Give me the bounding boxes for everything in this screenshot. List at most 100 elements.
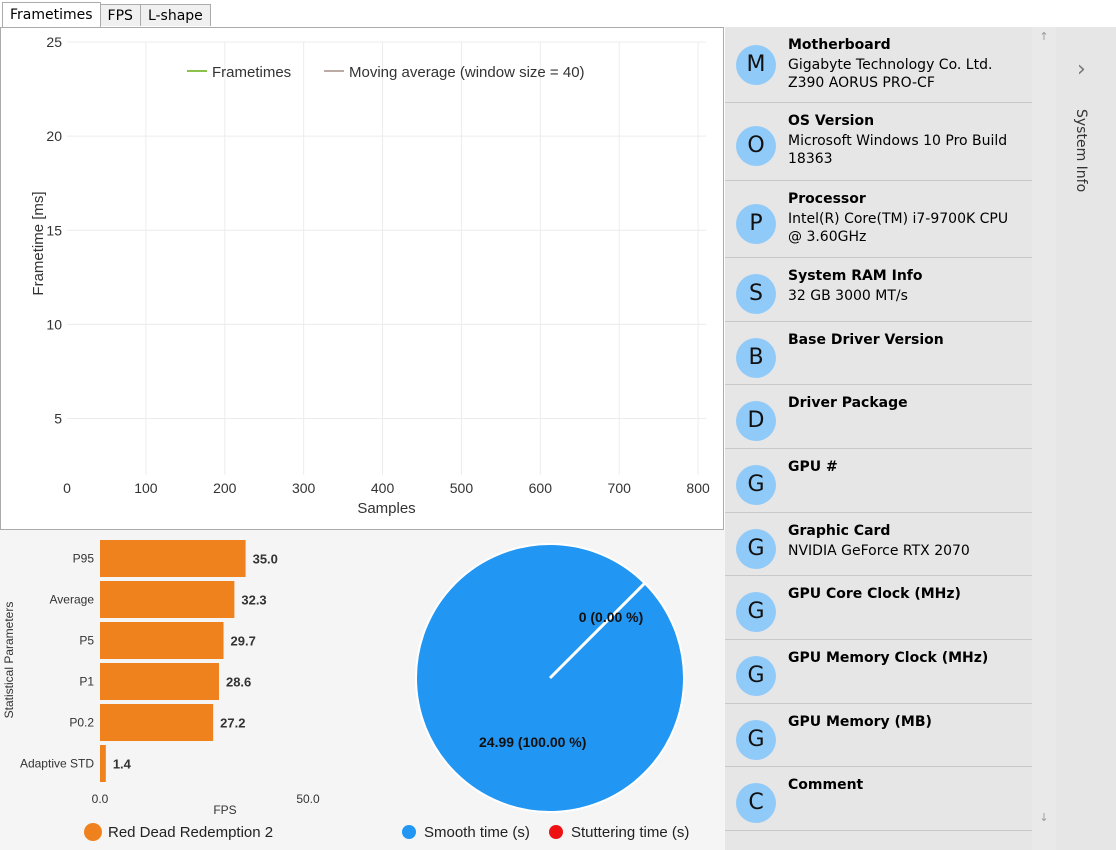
tab-frametimes[interactable]: Frametimes xyxy=(2,2,101,27)
system-info-value: Microsoft Windows 10 Pro Build 18363 xyxy=(788,133,1008,167)
system-info-title: Comment xyxy=(788,777,864,793)
x-tick-label: 200 xyxy=(213,480,237,496)
legend-entry: Stuttering time (s) xyxy=(571,824,689,841)
system-info-title: GPU # xyxy=(788,459,838,475)
x-tick-label: 600 xyxy=(529,480,553,496)
stat-bar xyxy=(100,704,214,741)
x-tick-label: 500 xyxy=(450,480,474,496)
scroll-down-arrow-icon[interactable]: ↓ xyxy=(1039,811,1049,824)
x-tick-label: 0 xyxy=(63,480,71,496)
legend-swatch xyxy=(402,825,416,839)
stat-bar xyxy=(100,745,106,782)
system-info-item[interactable]: G GPU Core Clock (MHz) xyxy=(725,576,1032,640)
frametime-chart[interactable]: 0 100 200 300 400 500 600 700 800 5 10 15 20 25 Sample… xyxy=(1,28,723,529)
bar-value-label: 28.6 xyxy=(226,675,251,690)
system-info-item[interactable]: G Graphic Card NVIDIA GeForce RTX 2070 xyxy=(725,513,1032,576)
avatar: B xyxy=(736,338,776,378)
legend-entry: Red Dead Redemption 2 xyxy=(108,824,273,841)
system-info-title: Driver Package xyxy=(788,395,908,411)
scroll-up-arrow-icon[interactable]: ↑ xyxy=(1039,30,1049,43)
bar-value-label: 27.2 xyxy=(220,716,245,731)
system-info-item[interactable]: S System RAM Info 32 GB 3000 MT/s xyxy=(725,258,1032,322)
system-info-value: NVIDIA GeForce RTX 2070 xyxy=(788,543,970,559)
y-axis-label: Statistical Parameters xyxy=(2,602,16,719)
system-info-title: Graphic Card xyxy=(788,523,891,539)
chevron-right-icon[interactable]: › xyxy=(1077,57,1086,82)
system-info-title: Processor xyxy=(788,191,866,207)
system-info-title: Motherboard xyxy=(788,37,891,53)
bar-value-label: 35.0 xyxy=(253,552,278,567)
pie-slice-label: 24.99 (100.00 %) xyxy=(479,734,586,750)
y-tick-label: 20 xyxy=(46,128,62,144)
category-label: P5 xyxy=(79,634,94,648)
frametime-chart-panel: 0 100 200 300 400 500 600 700 800 5 10 15 20 25 Sample… xyxy=(0,27,724,530)
system-info-title: GPU Memory (MB) xyxy=(788,714,932,730)
tab-l-shape[interactable]: L-shape xyxy=(139,4,211,26)
system-info-scrollbar[interactable]: ↑ ↓ xyxy=(1032,27,1056,850)
legend-entry: Smooth time (s) xyxy=(424,824,530,841)
system-info-list: M Motherboard Gigabyte Technology Co. Ltd.… xyxy=(725,27,1032,850)
avatar: S xyxy=(736,274,776,314)
avatar: G xyxy=(736,720,776,760)
statistics-area: P95 35.0 Average 32.3 P5 29.7 P1 28.6 P0.2 27.2 Ad… xyxy=(0,530,725,850)
y-axis-label: Frametime [ms] xyxy=(30,191,47,295)
system-info-item[interactable]: G GPU Memory (MB) xyxy=(725,704,1032,767)
legend-entry: Moving average (window size = 40) xyxy=(349,64,585,81)
x-axis-label: FPS xyxy=(213,803,236,817)
category-label: P1 xyxy=(79,675,94,689)
avatar: D xyxy=(736,401,776,441)
system-info-title: GPU Core Clock (MHz) xyxy=(788,586,961,602)
avatar: G xyxy=(736,465,776,505)
x-tick-label: 0.0 xyxy=(92,792,109,806)
system-info-item[interactable]: D Driver Package xyxy=(725,385,1032,449)
stat-bar xyxy=(100,663,219,700)
x-tick-label: 50.0 xyxy=(296,792,320,806)
category-label: P95 xyxy=(73,552,95,566)
y-tick-label: 5 xyxy=(54,411,62,427)
y-tick-label: 25 xyxy=(46,34,62,50)
stat-bar xyxy=(100,540,246,577)
bar-value-label: 29.7 xyxy=(231,634,256,649)
system-info-item[interactable]: C Comment xyxy=(725,767,1032,831)
avatar: G xyxy=(736,529,776,569)
stat-bar xyxy=(100,622,224,659)
system-info-title: System RAM Info xyxy=(788,268,923,284)
system-info-title: Base Driver Version xyxy=(788,332,944,348)
legend-entry: Frametimes xyxy=(212,64,291,81)
legend-swatch xyxy=(84,823,102,841)
avatar: O xyxy=(736,126,776,166)
avatar: G xyxy=(736,656,776,696)
x-tick-label: 300 xyxy=(292,480,316,496)
system-info-item[interactable]: P Processor Intel(R) Core(TM) i7-9700K CPU… xyxy=(725,181,1032,258)
system-info-item[interactable]: B Base Driver Version xyxy=(725,322,1032,385)
system-info-item[interactable]: O OS Version Microsoft Windows 10 Pro Buil… xyxy=(725,103,1032,181)
x-tick-label: 800 xyxy=(686,480,710,496)
category-label: Adaptive STD xyxy=(20,757,94,771)
statistics-bar-chart: P95 35.0 Average 32.3 P5 29.7 P1 28.6 P0.2 27.2 Ad… xyxy=(2,540,320,841)
avatar: G xyxy=(736,592,776,632)
system-info-item[interactable]: M Motherboard Gigabyte Technology Co. Ltd.… xyxy=(725,27,1032,103)
y-tick-label: 10 xyxy=(46,316,62,332)
stat-bar xyxy=(100,581,235,618)
y-tick-label: 15 xyxy=(46,222,62,238)
system-info-side-tab[interactable]: › System Info xyxy=(1056,27,1116,850)
x-tick-label: 100 xyxy=(134,480,158,496)
system-info-item[interactable]: G GPU Memory Clock (MHz) xyxy=(725,640,1032,704)
system-info-item[interactable]: G GPU # xyxy=(725,449,1032,513)
avatar: P xyxy=(736,204,776,244)
avatar: C xyxy=(736,783,776,823)
pie-slice-divider xyxy=(548,582,646,680)
category-label: Average xyxy=(50,593,95,607)
legend-swatch xyxy=(549,825,563,839)
x-axis-label: Samples xyxy=(357,500,415,517)
bar-value-label: 1.4 xyxy=(113,757,132,772)
system-info-title: OS Version xyxy=(788,113,875,129)
system-info-value: 32 GB 3000 MT/s xyxy=(788,288,908,304)
category-label: P0.2 xyxy=(69,716,94,730)
tab-fps[interactable]: FPS xyxy=(99,4,141,26)
system-info-label: System Info xyxy=(1073,109,1089,193)
system-info-value: Gigabyte Technology Co. Ltd. Z390 AORUS … xyxy=(788,57,993,91)
avatar: M xyxy=(736,45,776,85)
pie-slice-label: 0 (0.00 %) xyxy=(579,609,644,625)
x-tick-label: 700 xyxy=(608,480,632,496)
